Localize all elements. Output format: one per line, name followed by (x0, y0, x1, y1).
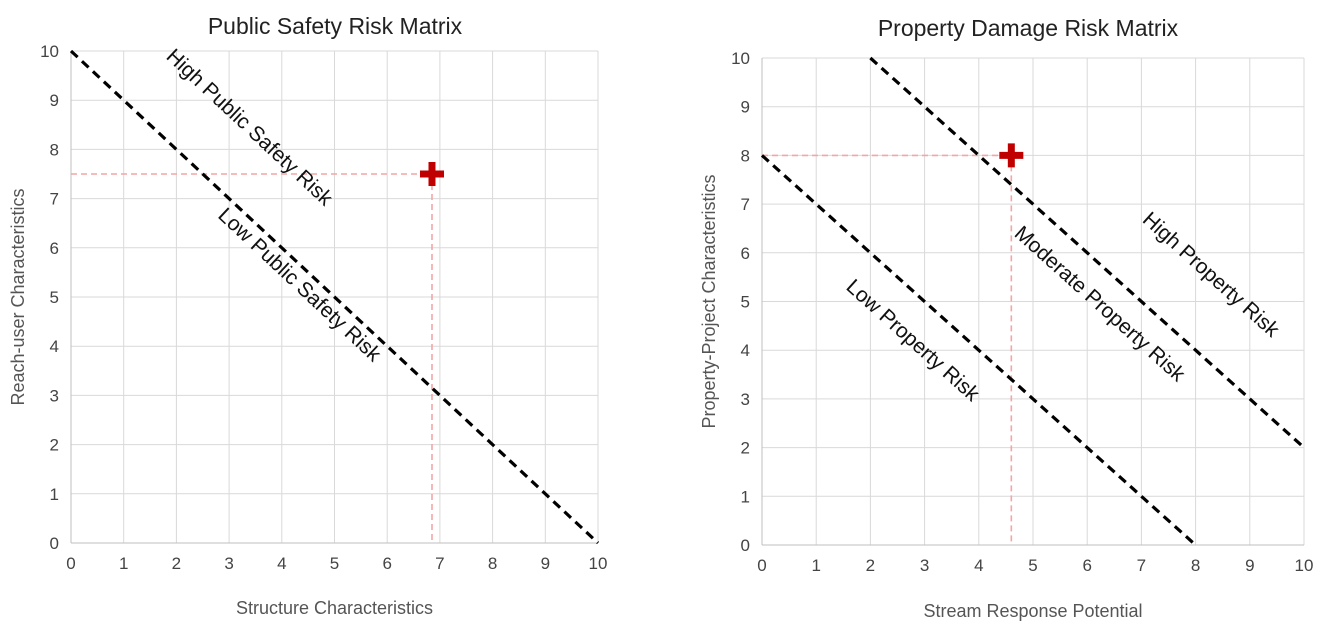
property-damage-x-tick-label: 8 (1191, 556, 1200, 575)
property-damage-y-axis-title: Property-Project Characteristics (699, 174, 719, 428)
public-safety-y-tick-label: 8 (50, 140, 59, 159)
public-safety-y-tick-label: 3 (50, 386, 59, 405)
public-safety-x-tick-label: 10 (589, 554, 608, 573)
public-safety-chart: 0 1 2 3 4 5 6 7 8 9 10 0 1 2 3 4 5 6 7 8 9 10 Public Safety Ri… (0, 0, 650, 628)
property-damage-x-tick-label: 9 (1245, 556, 1254, 575)
public-safety-y-tick-label: 4 (50, 337, 59, 356)
property-damage-x-tick-label: 6 (1082, 556, 1091, 575)
public-safety-y-tick-label: 5 (50, 288, 59, 307)
property-damage-risk-boundary-line (869, 56, 1306, 449)
property-damage-y-tick-label: 2 (741, 439, 750, 458)
property-damage-x-tick-label: 1 (811, 556, 820, 575)
property-damage-y-tick-label: 10 (731, 49, 750, 68)
property-damage-chart: 0 1 2 3 4 5 6 7 8 9 10 0 1 2 3 4 5 6 7 8 9 10 Property Damage … (690, 0, 1327, 628)
public-safety-x-tick-label: 4 (277, 554, 286, 573)
public-safety-chart-title: Public Safety Risk Matrix (208, 13, 463, 39)
public-safety-y-tick-label: 2 (50, 436, 59, 455)
public-safety-point-marker (419, 162, 444, 186)
property-damage-y-tick-label: 7 (741, 195, 750, 214)
public-safety-y-tick-label: 6 (50, 239, 59, 258)
public-safety-x-tick-label: 2 (172, 554, 181, 573)
property-damage-x-tick-label: 0 (757, 556, 766, 575)
public-safety-y-tick-label: 0 (50, 534, 59, 553)
property-damage-x-tick-label: 7 (1137, 556, 1146, 575)
public-safety-x-tick-label: 8 (488, 554, 497, 573)
property-damage-chart-svg: 0 1 2 3 4 5 6 7 8 9 10 0 1 2 3 4 5 6 7 8 9 10 Property Damage … (699, 15, 1314, 621)
property-damage-region-label: High Property Risk (1138, 208, 1284, 342)
property-damage-x-tick-label: 5 (1028, 556, 1037, 575)
property-damage-x-tick-label: 2 (866, 556, 875, 575)
public-safety-x-tick-label: 0 (66, 554, 75, 573)
public-safety-x-tick-label: 5 (330, 554, 339, 573)
public-safety-region-label: High Public Safety Risk (162, 45, 338, 211)
public-safety-x-axis-title: Structure Characteristics (236, 598, 433, 618)
property-damage-region-label: Low Property Risk (842, 275, 984, 406)
property-damage-risk-boundary-line (760, 154, 1197, 547)
property-damage-x-tick-label: 4 (974, 556, 983, 575)
property-damage-y-tick-label: 5 (741, 293, 750, 312)
property-damage-x-tick-label: 3 (920, 556, 929, 575)
property-damage-y-tick-label: 3 (741, 390, 750, 409)
property-damage-y-tick-label: 0 (741, 536, 750, 555)
public-safety-x-tick-label: 3 (224, 554, 233, 573)
public-safety-chart-svg: 0 1 2 3 4 5 6 7 8 9 10 0 1 2 3 4 5 6 7 8 9 10 Public Safety Ri… (8, 13, 608, 618)
property-damage-point-marker (999, 143, 1024, 168)
property-damage-y-tick-label: 8 (741, 146, 750, 165)
public-safety-y-tick-label: 1 (50, 485, 59, 504)
property-damage-x-axis-title: Stream Response Potential (923, 601, 1142, 621)
public-safety-risk-boundary-line (69, 49, 600, 545)
property-damage-y-tick-label: 1 (741, 487, 750, 506)
public-safety-x-tick-label: 6 (382, 554, 391, 573)
property-damage-y-tick-label: 6 (741, 244, 750, 263)
public-safety-x-tick-label: 7 (435, 554, 444, 573)
property-damage-y-tick-label: 4 (741, 341, 750, 360)
public-safety-y-tick-label: 7 (50, 190, 59, 209)
public-safety-y-tick-label: 10 (40, 42, 59, 61)
public-safety-x-tick-label: 1 (119, 554, 128, 573)
property-damage-x-tick-label: 10 (1295, 556, 1314, 575)
public-safety-y-tick-label: 9 (50, 91, 59, 110)
property-damage-chart-title: Property Damage Risk Matrix (878, 15, 1179, 41)
property-damage-y-tick-label: 9 (741, 98, 750, 117)
public-safety-region-label: Low Public Safety Risk (213, 204, 385, 367)
public-safety-y-axis-title: Reach-user Characteristics (8, 188, 28, 405)
public-safety-x-tick-label: 9 (541, 554, 550, 573)
